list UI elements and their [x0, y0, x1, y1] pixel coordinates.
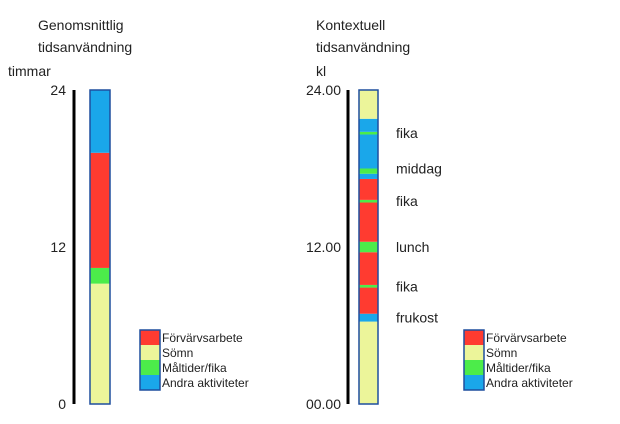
legend-label: Sömn — [162, 346, 193, 360]
bar-segment — [359, 287, 378, 314]
bar-segment — [359, 202, 378, 242]
bar-segment — [359, 134, 378, 169]
legend-swatch — [464, 375, 484, 390]
y-axis-label: timmar — [8, 63, 51, 79]
chart-title-line: tidsanvändning — [316, 39, 410, 55]
bar-segment — [90, 267, 110, 284]
chart-title: Kontextuell tidsanvändning — [316, 17, 410, 55]
legend-frame — [463, 329, 485, 391]
chart-title-line: Genomsnittlig — [38, 17, 124, 33]
bar-annotation: fika — [396, 125, 418, 141]
legend-label: Andra aktiviteter — [486, 376, 573, 390]
bar-segment — [359, 178, 378, 200]
y-tick-label: 00.00 — [306, 396, 341, 412]
chart-kontextuell: Kontextuell tidsanvändning kl 00.00 12.00 24.… — [306, 17, 573, 412]
chart-title-line: Kontextuell — [316, 17, 385, 33]
legend-swatch — [140, 360, 160, 375]
y-tick-label: 0 — [58, 396, 66, 412]
bar-segment — [90, 152, 110, 268]
y-tick-label: 24 — [50, 82, 66, 98]
legend-swatch — [140, 375, 160, 390]
legend-frame — [139, 329, 161, 391]
bar-segment — [359, 321, 378, 404]
bar-segment — [359, 131, 378, 135]
legend-swatch — [464, 360, 484, 375]
bar-segment — [90, 90, 110, 153]
legend-swatch — [464, 345, 484, 360]
bar-annotation: fika — [396, 278, 418, 294]
legend-label: Andra aktiviteter — [162, 376, 249, 390]
bar-segment — [359, 199, 378, 203]
legend-label: Måltider/fika — [162, 361, 227, 375]
bar-frame — [89, 89, 111, 405]
bar-segment — [359, 284, 378, 288]
y-tick-label: 12 — [50, 239, 66, 255]
bar-segment — [359, 168, 378, 174]
bar-segment — [359, 313, 378, 322]
bar-segment — [359, 241, 378, 253]
y-tick-label: 24.00 — [306, 82, 341, 98]
chart-genomsnittlig: Genomsnittlig tidsanvändning timmar 0 12 24 Fö… — [8, 17, 249, 412]
y-tick-label: 12.00 — [306, 239, 341, 255]
chart-title-line: tidsanvändning — [38, 39, 132, 55]
bar-annotation: middag — [396, 161, 442, 177]
bar-annotation: frukost — [396, 310, 438, 326]
bar-annotation: fika — [396, 193, 418, 209]
bar-segment — [359, 118, 378, 132]
y-axis-label: kl — [316, 63, 326, 79]
legend-swatch — [140, 330, 160, 345]
legend-label: Sömn — [486, 346, 517, 360]
bar-segment — [359, 90, 378, 119]
bar-segment — [359, 173, 378, 179]
bar-segment — [90, 283, 110, 404]
bar-annotation: lunch — [396, 239, 429, 255]
chart-title: Genomsnittlig tidsanvändning — [38, 17, 132, 55]
legend-label: Förvärvsarbete — [486, 331, 567, 345]
bar-segment — [359, 252, 378, 285]
legend-label: Förvärvsarbete — [162, 331, 243, 345]
legend-label: Måltider/fika — [486, 361, 551, 375]
bar-frame — [358, 89, 379, 405]
legend-swatch — [140, 345, 160, 360]
legend-swatch — [464, 330, 484, 345]
